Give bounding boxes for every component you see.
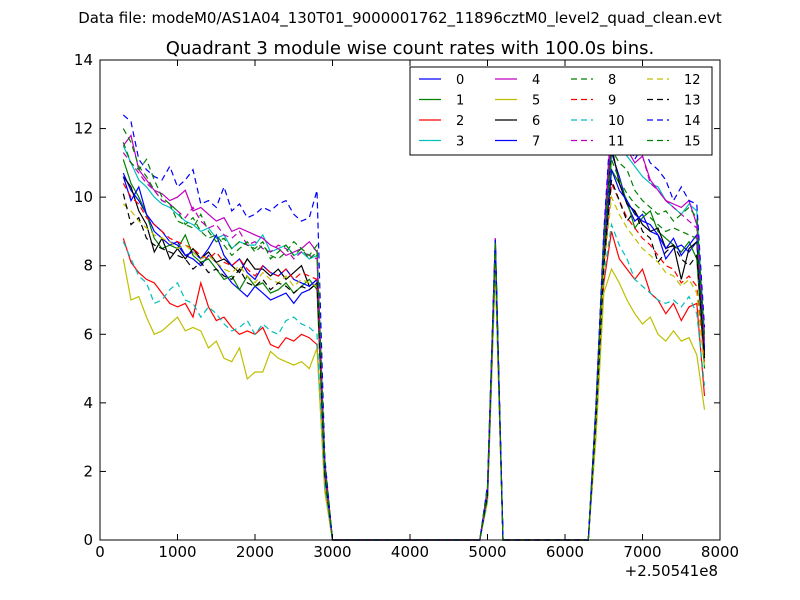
y-tick-label: 12 [74,120,93,138]
legend-label: 1 [456,94,464,109]
x-tick-label: 2000 [236,543,274,561]
y-tick-label: 2 [83,462,93,480]
y-tick-label: 0 [83,531,93,549]
data-file-caption: Data file: modeM0/AS1A04_130T01_90000017… [78,9,722,28]
y-tick-label: 6 [83,325,93,343]
series-line-8 [122,128,706,541]
x-tick-label: 4000 [391,543,429,561]
x-tick-label: 8000 [701,543,739,561]
y-tick-label: 4 [83,394,93,412]
legend-label: 13 [684,94,701,109]
series-line-7 [122,169,706,541]
legend-label: 15 [684,135,701,150]
legend-label: 0 [456,73,464,88]
series-line-10 [122,222,706,541]
series-line-5 [122,258,706,541]
x-tick-label: 5000 [468,543,506,561]
legend-label: 6 [532,114,540,129]
legend-label: 3 [456,135,464,150]
y-tick-label: 10 [74,188,93,206]
legend-label: 10 [608,114,625,129]
series-line-2 [122,231,706,541]
legend-label: 5 [532,94,540,109]
series-line-13 [122,179,706,541]
x-tick-label: 0 [95,543,105,561]
legend-label: 12 [684,73,701,88]
legend-label: 9 [608,94,616,109]
series-line-6 [122,145,706,541]
axis-ticks: 0 1000 2000 3000 4000 5000 6000 7000 80000246810… [74,51,739,561]
legend-label: 7 [532,135,540,150]
series-line-11 [122,118,706,541]
x-tick-label: 1000 [158,543,196,561]
x-tick-label: 3000 [313,543,351,561]
y-tick-label: 14 [74,51,93,69]
series-line-12 [122,194,706,541]
series-layer [122,111,706,541]
legend-label: 11 [608,135,625,150]
x-tick-label: 6000 [546,543,584,561]
legend-label: 2 [456,114,464,129]
legend-label: 14 [684,114,701,129]
chart-title: Quadrant 3 module wise count rates with … [166,38,655,59]
series-line-15 [122,142,706,541]
series-line-3 [122,145,706,541]
x-tick-label: 7000 [623,543,661,561]
legend-label: 8 [608,73,616,88]
series-line-4 [122,130,706,541]
x-offset-label: +2.50541e8 [625,562,718,580]
y-tick-label: 8 [83,257,93,275]
legend-label: 4 [532,73,540,88]
